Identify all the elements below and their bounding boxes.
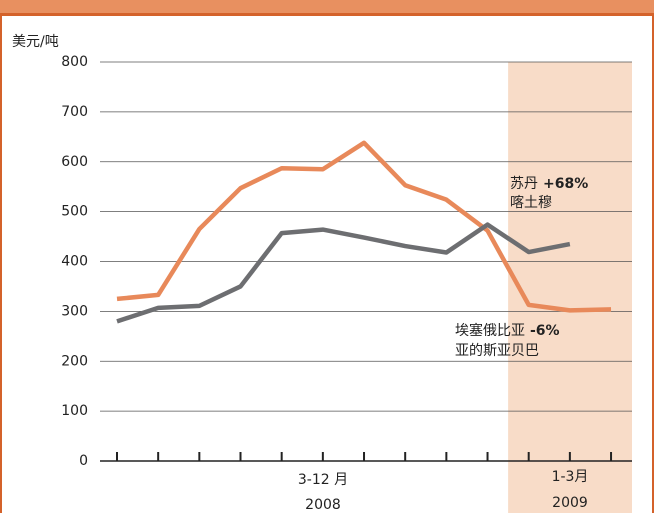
y-tick-label: 300 bbox=[61, 303, 88, 319]
y-tick-label: 100 bbox=[61, 403, 88, 419]
period-label: 1-3月 bbox=[552, 469, 589, 485]
change: +68% bbox=[543, 176, 588, 192]
line-series bbox=[116, 140, 612, 313]
shaded-period bbox=[508, 62, 632, 513]
y-tick-label: 0 bbox=[79, 453, 88, 469]
right-border bbox=[652, 14, 654, 513]
period-year: 2008 bbox=[305, 497, 341, 513]
period-year: 2009 bbox=[552, 495, 588, 511]
y-tick-label: 200 bbox=[61, 353, 88, 369]
top-band bbox=[0, 0, 654, 14]
annotation: 苏丹 +68% bbox=[510, 176, 588, 192]
annotation: 埃塞俄比亚 -6% bbox=[455, 322, 560, 339]
y-tick-label: 500 bbox=[61, 204, 88, 220]
y-tick-label: 800 bbox=[61, 54, 88, 70]
y-axis-label: 美元/吨 bbox=[12, 34, 59, 50]
left-border bbox=[0, 14, 2, 513]
change: -6% bbox=[530, 323, 560, 339]
line-series bbox=[116, 222, 571, 324]
series-name: 苏丹 bbox=[510, 176, 538, 192]
city: 喀土穆 bbox=[510, 195, 552, 211]
y-tick-label: 700 bbox=[61, 104, 88, 120]
y-tick-label: 600 bbox=[61, 154, 88, 170]
period-label: 3-12 月 bbox=[298, 472, 348, 488]
y-tick-label: 400 bbox=[61, 254, 88, 270]
series-name: 埃塞俄比亚 bbox=[455, 322, 525, 339]
city: 亚的斯亚贝巴 bbox=[455, 343, 539, 359]
top-rule bbox=[0, 13, 654, 16]
